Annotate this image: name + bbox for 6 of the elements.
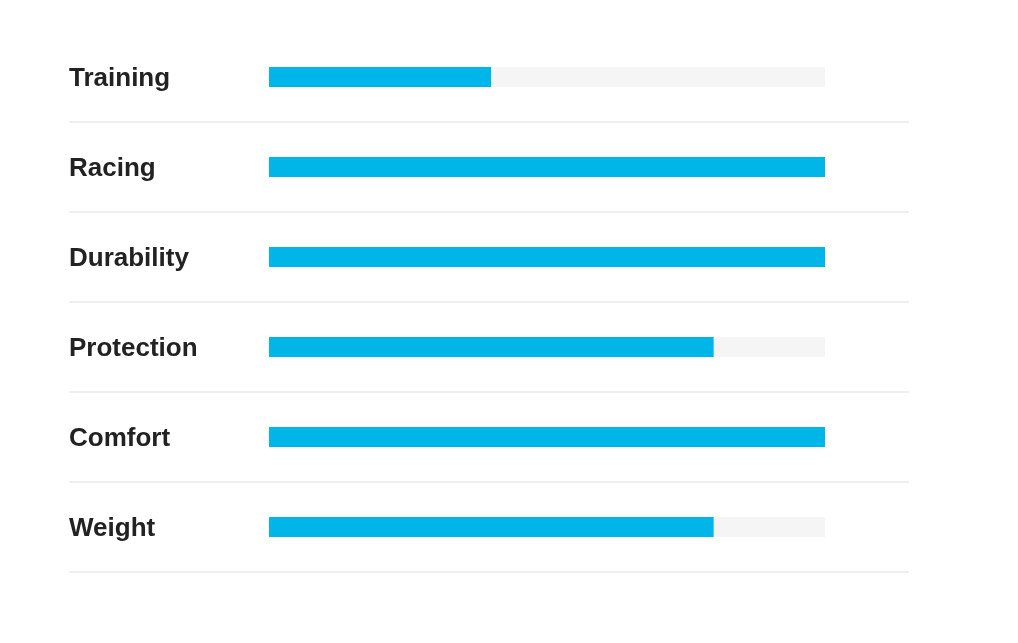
y-tick-label: Racing — [69, 152, 156, 182]
y-tick-label: Weight — [69, 512, 156, 542]
y-tick-label: Durability — [69, 242, 190, 272]
y-tick-label: Training — [69, 62, 171, 92]
y-tick-label: Comfort — [69, 422, 171, 452]
y-tick-label: Protection — [69, 332, 198, 362]
